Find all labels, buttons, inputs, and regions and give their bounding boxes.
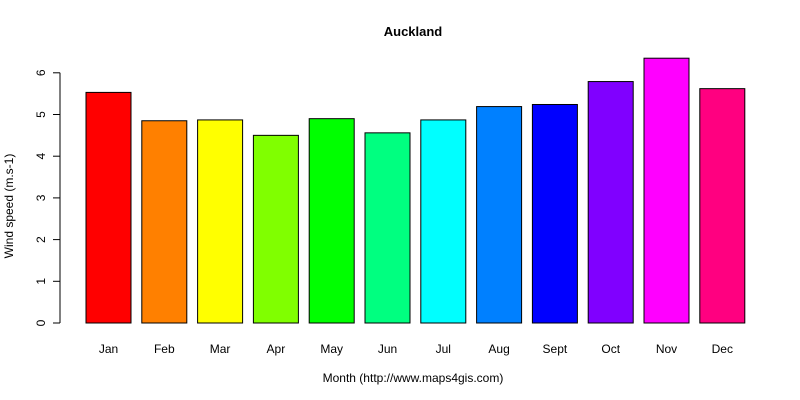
y-axis: 0 1 2 3 4 5 6: [34, 69, 61, 326]
x-tick-label: Feb: [154, 342, 175, 356]
x-tick-label: Apr: [267, 342, 286, 356]
y-tick-label: 4: [34, 153, 48, 160]
bar-may: [308, 118, 355, 324]
y-tick-label: 5: [34, 111, 48, 118]
bar-apr: [252, 134, 299, 324]
y-tick-label: 2: [34, 236, 48, 243]
x-tick-label: Jun: [378, 342, 397, 356]
x-tick-label: Mar: [210, 342, 231, 356]
bar-oct: [587, 81, 634, 324]
bar-nov: [643, 57, 690, 324]
bar-feb: [141, 120, 188, 324]
y-tick-label: 3: [34, 194, 48, 201]
bar-jan: [85, 91, 132, 324]
x-tick-label: Jul: [436, 342, 451, 356]
bar-dec: [699, 88, 746, 324]
chart-title: Auckland: [384, 24, 443, 39]
y-tick-label: 1: [34, 278, 48, 285]
bars-group: [85, 57, 746, 324]
x-tick-label: Oct: [601, 342, 620, 356]
bar-mar: [197, 119, 244, 324]
bar-aug: [476, 106, 523, 324]
bar-sept: [531, 103, 578, 324]
bar-jul: [420, 119, 467, 324]
x-tick-label: Jan: [99, 342, 118, 356]
x-tick-label: Dec: [712, 342, 733, 356]
x-tick-label: Nov: [656, 342, 677, 356]
bar-jun: [364, 132, 411, 324]
x-axis-label: Month (http://www.maps4gis.com): [323, 371, 504, 385]
x-tick-labels: Jan Feb Mar Apr May Jun Jul Aug Sept Oct Nov Dec: [99, 342, 733, 356]
y-axis-label: Wind speed (m.s-1): [2, 154, 16, 259]
x-tick-label: Aug: [488, 342, 509, 356]
x-tick-label: May: [320, 342, 343, 356]
y-tick-label: 6: [34, 69, 48, 76]
x-tick-label: Sept: [543, 342, 568, 356]
y-tick-label: 0: [34, 319, 48, 326]
